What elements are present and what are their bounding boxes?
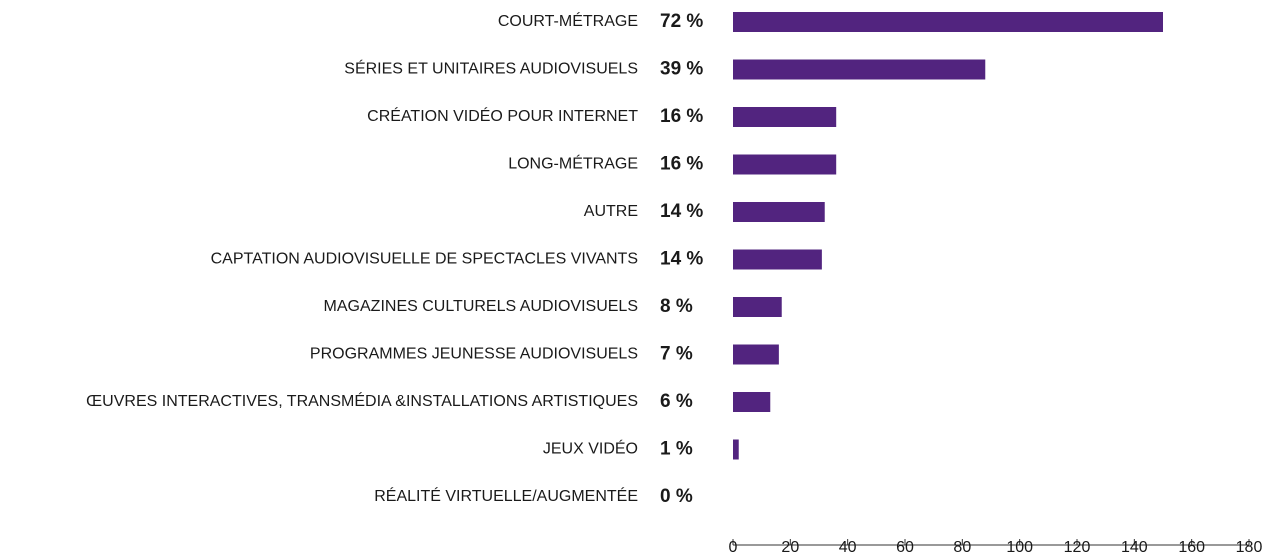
value-label: 14 % <box>660 201 703 222</box>
value-label: 14 % <box>660 249 703 270</box>
x-tick-label: 160 <box>1178 539 1205 555</box>
value-label: 16 % <box>660 154 703 175</box>
bar <box>733 154 837 175</box>
bar <box>733 249 822 270</box>
x-tick-label: 40 <box>839 539 857 555</box>
category-label: LONG-MÉTRAGE <box>508 154 638 173</box>
value-label: 7 % <box>660 344 693 365</box>
x-tick-label: 120 <box>1064 539 1091 555</box>
value-label: 6 % <box>660 391 693 412</box>
bar <box>733 107 837 127</box>
x-tick-label: 180 <box>1236 539 1263 555</box>
x-tick-label: 0 <box>729 539 738 555</box>
category-label: PROGRAMMES JEUNESSE AUDIOVISUELS <box>310 346 638 363</box>
x-tick-label: 140 <box>1121 539 1148 555</box>
bar <box>733 344 779 365</box>
category-label: SÉRIES ET UNITAIRES AUDIOVISUELS <box>344 59 638 78</box>
x-tick-label: 80 <box>953 539 971 555</box>
category-label: RÉALITÉ VIRTUELLE/AUGMENTÉE <box>374 486 638 505</box>
bar <box>733 439 739 460</box>
category-label: CAPTATION AUDIOVISUELLE DE SPECTACLES VI… <box>211 251 638 268</box>
value-label: 16 % <box>660 106 703 127</box>
bar <box>733 202 825 222</box>
x-tick-label: 100 <box>1006 539 1033 555</box>
value-label: 1 % <box>660 439 693 460</box>
x-tick-label: 60 <box>896 539 914 555</box>
x-tick-label: 20 <box>781 539 799 555</box>
category-label: MAGAZINES CULTURELS AUDIOVISUELS <box>324 298 638 315</box>
category-label: COURT-MÉTRAGE <box>498 11 638 30</box>
category-label: CRÉATION VIDÉO POUR INTERNET <box>367 106 638 125</box>
bar <box>733 297 782 317</box>
value-label: 39 % <box>660 59 703 80</box>
bar <box>733 12 1163 32</box>
value-label: 0 % <box>660 486 693 507</box>
bar <box>733 392 771 412</box>
category-label: AUTRE <box>584 203 638 220</box>
category-label: ŒUVRES INTERACTIVES, TRANSMÉDIA &INSTALL… <box>86 391 638 410</box>
bar <box>733 59 986 80</box>
value-label: 8 % <box>660 296 693 317</box>
category-label: JEUX VIDÉO <box>543 439 638 458</box>
value-label: 72 % <box>660 11 703 32</box>
